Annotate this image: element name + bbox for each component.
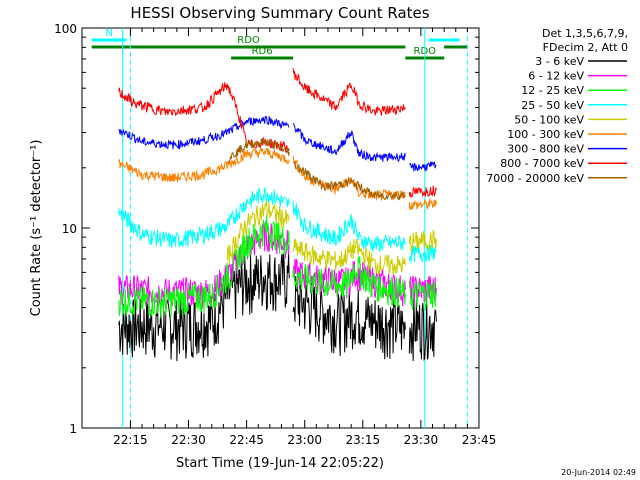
series-line (118, 82, 290, 153)
legend-label: 12 - 25 keV (521, 84, 584, 97)
legend-label: 3 - 6 keV (535, 55, 584, 68)
series-line (292, 258, 406, 307)
series-line (118, 147, 290, 183)
flag-label: RD6 (252, 46, 273, 57)
series-line (118, 114, 290, 151)
series-line (226, 138, 290, 164)
x-tick-label: 23:15 (346, 433, 381, 447)
legend-label: 50 - 100 keV (514, 113, 584, 126)
series-50-100keV (226, 201, 437, 277)
legend: Det 1,3,5,6,7,9, FDecim 2, Att 0 3 - 6 k… (486, 27, 628, 185)
x-tick-label: 23:00 (287, 433, 322, 447)
series-line (408, 228, 437, 252)
series-12-25keV (118, 215, 437, 319)
legend-label: 100 - 300 keV (507, 128, 584, 141)
marker-lines (122, 28, 468, 428)
y-axis-label: Count Rate (s⁻¹ detector⁻¹) (29, 140, 44, 317)
x-tick-label: 23:45 (462, 433, 497, 447)
series-line (408, 185, 437, 199)
legend-header-line: FDecim 2, Att 0 (543, 41, 628, 54)
series-line (408, 280, 437, 311)
data-series (118, 67, 437, 362)
series-line (292, 200, 406, 252)
series-line (408, 198, 437, 211)
series-line (226, 201, 290, 265)
plot-frame (81, 27, 480, 429)
series-line (292, 256, 406, 308)
series-line (292, 123, 406, 162)
legend-label: 25 - 50 keV (521, 99, 584, 112)
series-line (118, 215, 290, 319)
series-line (118, 253, 290, 362)
legend-header-line: Det 1,3,5,6,7,9, (542, 27, 628, 40)
series-line (292, 161, 406, 201)
y-tick-label: 100 (54, 22, 77, 36)
y-tick-label: 1 (69, 422, 77, 436)
chart-title: HESSI Observing Summary Count Rates (130, 4, 429, 22)
y-tick-label: 10 (62, 222, 77, 236)
flag-label: N (105, 28, 112, 39)
legend-label: 7000 - 20000 keV (486, 172, 584, 185)
axes: 22:15 22:30 22:45 23:00 23:15 23:30 23:45 1 10 10… (54, 22, 496, 447)
series-line (409, 161, 437, 173)
series-line (118, 186, 290, 248)
legend-label: 6 - 12 keV (528, 70, 584, 83)
x-axis-label: Start Time (19-Jun-14 22:05:22) (176, 456, 384, 471)
legend-label: 300 - 800 keV (507, 143, 584, 156)
x-tick-label: 22:15 (113, 433, 148, 447)
series-line (292, 67, 406, 116)
flag-label: RDO (237, 35, 260, 46)
legend-label: 800 - 7000 keV (500, 157, 584, 170)
x-tick-label: 22:30 (171, 433, 206, 447)
series-line (292, 238, 406, 277)
generated-timestamp: 20-Jun-2014 02:49 (561, 468, 636, 477)
series-300-800keV (118, 114, 437, 173)
series-7000-20000keV (226, 138, 406, 201)
series-800-7000keV (118, 67, 437, 199)
x-tick-label: 22:45 (229, 433, 264, 447)
x-tick-label: 23:30 (404, 433, 439, 447)
series-100-300keV (118, 147, 437, 211)
